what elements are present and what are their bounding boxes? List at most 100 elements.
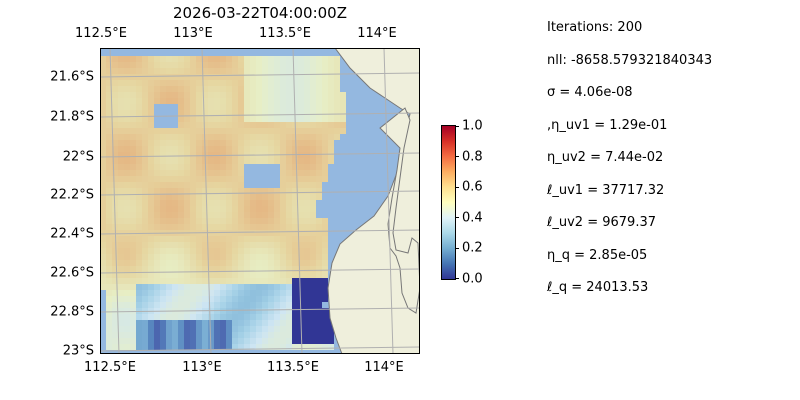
heatmap-cell: [250, 134, 256, 140]
heatmap-cell: [310, 68, 316, 74]
heatmap-cell: [256, 302, 262, 308]
heatmap-cell: [298, 248, 304, 254]
heatmap-cell: [190, 338, 196, 344]
heatmap-cell: [142, 122, 148, 128]
heatmap-cell: [256, 236, 262, 242]
heatmap-cell: [196, 344, 202, 350]
heatmap-cell: [160, 206, 166, 212]
heatmap-cell: [124, 212, 130, 218]
heatmap-cell: [208, 146, 214, 152]
heatmap-cell: [208, 218, 214, 224]
heatmap-cell: [142, 236, 148, 242]
heatmap-cell: [298, 278, 304, 284]
heatmap-cell: [286, 308, 292, 314]
heatmap-cell: [340, 128, 346, 134]
heatmap-cell: [226, 296, 232, 302]
heatmap-cell: [244, 140, 250, 146]
heatmap-cell: [106, 176, 112, 182]
heatmap-cell: [172, 290, 178, 296]
heatmap-cell: [196, 128, 202, 134]
map-title: 2026-03-22T04:00:00Z: [173, 4, 347, 22]
heatmap-cell: [100, 128, 106, 134]
heatmap-cell: [112, 236, 118, 242]
heatmap-cell: [280, 56, 286, 62]
heatmap-cell: [184, 116, 190, 122]
heatmap-cell: [130, 134, 136, 140]
heatmap-cell: [106, 278, 112, 284]
heatmap-cell: [322, 56, 328, 62]
heatmap-cell: [298, 74, 304, 80]
heatmap-cell: [262, 128, 268, 134]
heatmap-cell: [190, 122, 196, 128]
heatmap-cell: [238, 68, 244, 74]
heatmap-cell: [238, 224, 244, 230]
heatmap-cell: [136, 68, 142, 74]
heatmap-cell: [250, 230, 256, 236]
heatmap-cell: [166, 56, 172, 62]
heatmap-cell: [322, 128, 328, 134]
heatmap-cell: [148, 218, 154, 224]
colorbar: [441, 125, 456, 280]
heatmap-cell: [208, 122, 214, 128]
heatmap-cell: [208, 224, 214, 230]
heatmap-cell: [190, 164, 196, 170]
heatmap-cell: [274, 140, 280, 146]
heatmap-cell: [250, 128, 256, 134]
heatmap-cell: [142, 176, 148, 182]
heatmap-cell: [262, 80, 268, 86]
heatmap-cell: [160, 272, 166, 278]
heatmap-cell: [310, 266, 316, 272]
heatmap-cell: [100, 224, 106, 230]
heatmap-cell: [286, 254, 292, 260]
heatmap-cell: [226, 236, 232, 242]
heatmap-cell: [238, 248, 244, 254]
heatmap-cell: [172, 140, 178, 146]
heatmap-cell: [196, 158, 202, 164]
heatmap-cell: [178, 110, 184, 116]
heatmap-cell: [160, 176, 166, 182]
heatmap-cell: [232, 272, 238, 278]
heatmap-cell: [172, 206, 178, 212]
heatmap-cell: [286, 326, 292, 332]
heatmap-cell: [280, 158, 286, 164]
heatmap-cell: [292, 236, 298, 242]
heatmap-cell: [202, 272, 208, 278]
heatmap-cell: [184, 254, 190, 260]
heatmap-cell: [124, 320, 130, 326]
heatmap-cell: [214, 194, 220, 200]
heatmap-cell: [280, 266, 286, 272]
heatmap-cell: [178, 332, 184, 338]
heatmap-cell: [136, 56, 142, 62]
heatmap-cell: [136, 320, 142, 326]
heatmap-cell: [136, 86, 142, 92]
heatmap-cell: [142, 62, 148, 68]
heatmap-cell: [100, 104, 106, 110]
heatmap-cell: [112, 86, 118, 92]
heatmap-cell: [118, 284, 124, 290]
heatmap-cell: [298, 116, 304, 122]
heatmap-cell: [118, 140, 124, 146]
heatmap-cell: [226, 140, 232, 146]
heatmap-cell: [304, 176, 310, 182]
heatmap-cell: [184, 194, 190, 200]
heatmap-cell: [244, 314, 250, 320]
heatmap-cell: [256, 116, 262, 122]
heatmap-cell: [148, 272, 154, 278]
heatmap-cell: [124, 68, 130, 74]
heatmap-cell: [334, 74, 340, 80]
heatmap-cell: [268, 218, 274, 224]
heatmap-cell: [256, 206, 262, 212]
heatmap-cell: [184, 338, 190, 344]
heatmap-cell: [190, 188, 196, 194]
heatmap-cell: [220, 62, 226, 68]
heatmap-cell: [178, 344, 184, 350]
heatmap-cell: [154, 200, 160, 206]
heatmap-cell: [172, 98, 178, 104]
heatmap-cell: [244, 62, 250, 68]
heatmap-cell: [292, 344, 298, 350]
heatmap-cell: [124, 218, 130, 224]
heatmap-cell: [142, 272, 148, 278]
heatmap-cell: [316, 164, 322, 170]
heatmap-cell: [334, 134, 340, 140]
heatmap-cell: [148, 302, 154, 308]
